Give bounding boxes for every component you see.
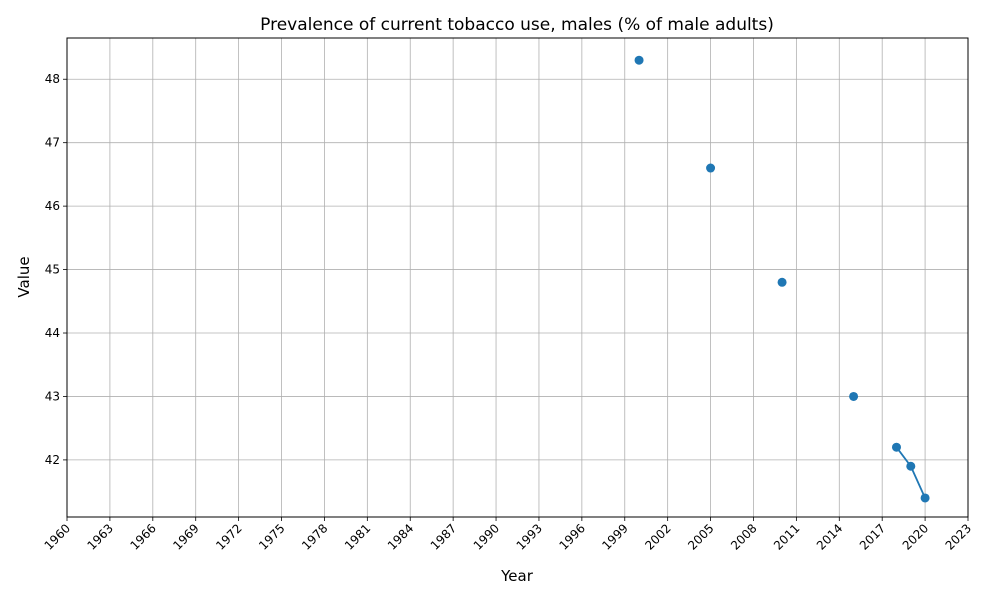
y-tick-label: 44 (45, 326, 60, 340)
x-axis-label: Year (500, 567, 534, 585)
plot-area-frame (66, 37, 969, 518)
x-tick-label: 1996 (556, 521, 587, 552)
x-axis-ticks: 1960 1963 1966 1969 1972 1975 1978 1981 1984 1987… (42, 517, 974, 553)
x-tick-label: 1969 (170, 521, 201, 552)
x-tick-label: 2008 (728, 521, 759, 552)
y-tick-label: 43 (45, 389, 60, 403)
x-tick-label: 2011 (771, 521, 802, 552)
y-axis-label: Value (15, 256, 33, 297)
data-point (891, 442, 901, 452)
x-tick-label: 1990 (471, 521, 502, 552)
x-tick-label: 2017 (857, 521, 888, 552)
y-axis-ticks: 42 43 44 45 46 47 48 (45, 72, 67, 467)
x-tick-label: 1966 (127, 521, 158, 552)
data-point (706, 163, 716, 173)
data-point (777, 277, 787, 287)
x-tick-label: 2002 (642, 521, 673, 552)
y-tick-label: 47 (45, 136, 60, 150)
y-tick-label: 45 (45, 263, 60, 277)
x-tick-label: 1975 (256, 521, 287, 552)
x-tick-label: 1963 (85, 521, 116, 552)
x-tick-label: 1984 (385, 521, 416, 552)
x-tick-label: 2023 (943, 521, 974, 552)
x-tick-label: 1981 (342, 521, 373, 552)
x-tick-label: 2005 (685, 521, 716, 552)
series-line-segment (909, 465, 926, 499)
data-point (634, 55, 644, 65)
x-tick-label: 1960 (42, 521, 73, 552)
x-tick-label: 1993 (514, 521, 545, 552)
data-point (849, 391, 859, 401)
y-tick-label: 48 (45, 72, 60, 86)
x-tick-label: 2014 (814, 521, 845, 552)
x-tick-label: 1978 (299, 521, 330, 552)
y-tick-label: 46 (45, 199, 60, 213)
data-point (920, 493, 930, 503)
series-layer (634, 55, 930, 503)
y-tick-label: 42 (45, 453, 60, 467)
gridlines (66, 38, 969, 517)
data-point (906, 461, 916, 471)
x-tick-label: 2020 (900, 521, 931, 552)
x-tick-label: 1972 (213, 521, 244, 552)
x-tick-label: 1987 (428, 521, 459, 552)
x-tick-label: 1999 (599, 521, 630, 552)
chart-title: Prevalence of current tobacco use, males… (260, 15, 774, 35)
